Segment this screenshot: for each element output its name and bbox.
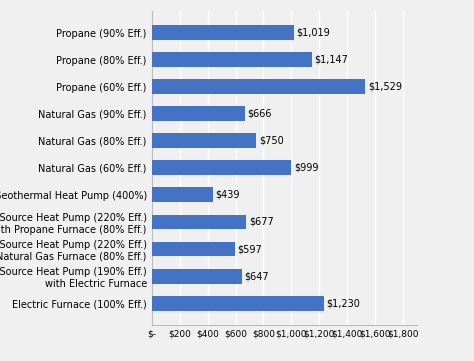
Bar [152, 52, 312, 67]
Bar [152, 133, 256, 148]
Text: $1,529: $1,529 [368, 82, 402, 92]
Text: $1,230: $1,230 [326, 298, 360, 308]
Text: $647: $647 [245, 271, 269, 281]
Text: $666: $666 [247, 109, 272, 119]
Bar [152, 79, 365, 94]
Bar [152, 106, 245, 121]
Bar [152, 187, 213, 203]
Text: $597: $597 [237, 244, 262, 254]
Bar [152, 296, 324, 310]
Bar [152, 269, 242, 283]
Text: $439: $439 [216, 190, 240, 200]
Bar [152, 25, 294, 40]
Text: $677: $677 [249, 217, 273, 227]
Text: $750: $750 [259, 136, 284, 146]
Bar [152, 160, 291, 175]
Text: $1,147: $1,147 [314, 55, 348, 65]
Bar [152, 214, 246, 230]
Text: $999: $999 [294, 163, 318, 173]
Bar [152, 242, 235, 257]
Text: $1,019: $1,019 [297, 27, 330, 38]
